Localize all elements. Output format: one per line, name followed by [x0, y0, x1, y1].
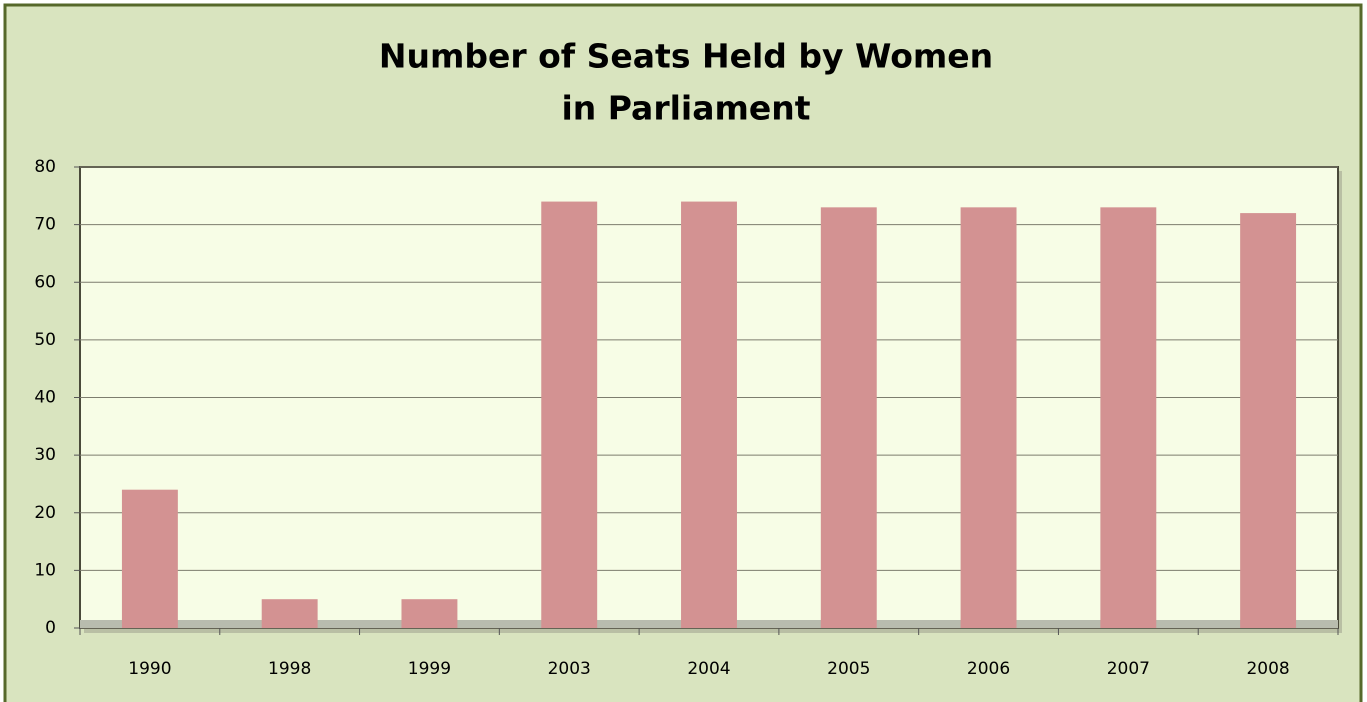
bar	[960, 207, 1017, 628]
bar	[261, 599, 318, 628]
chart-title: in Parliament	[561, 89, 810, 128]
marks	[121, 201, 1297, 628]
bar	[820, 207, 877, 628]
y-tick-label: 10	[34, 560, 56, 580]
bar	[401, 599, 458, 628]
x-tick-label: 2008	[1246, 659, 1289, 679]
x-tick-label: 1990	[128, 659, 171, 679]
y-tick-label: 60	[34, 272, 56, 292]
bar	[1100, 207, 1157, 628]
x-tick-label: 2007	[1107, 659, 1150, 679]
y-tick-label: 80	[34, 157, 56, 177]
x-tick-label: 2003	[548, 659, 591, 679]
y-tick-label: 20	[34, 503, 56, 523]
y-tick-label: 0	[45, 618, 56, 638]
bar	[681, 201, 737, 628]
bar	[121, 489, 178, 628]
y-tick-label: 30	[34, 445, 56, 465]
y-tick-label: 50	[34, 330, 56, 350]
x-tick-label: 1998	[268, 659, 311, 679]
bar	[1240, 213, 1297, 628]
x-tick-label: 1999	[408, 659, 451, 679]
y-tick-label: 70	[34, 215, 56, 235]
y-tick-label: 40	[34, 388, 56, 408]
x-tick-label: 2006	[967, 659, 1010, 679]
x-tick-label: 2005	[827, 659, 870, 679]
bar	[541, 201, 598, 628]
chart-title: Number of Seats Held by Women	[379, 37, 993, 76]
x-tick-label: 2004	[687, 659, 730, 679]
